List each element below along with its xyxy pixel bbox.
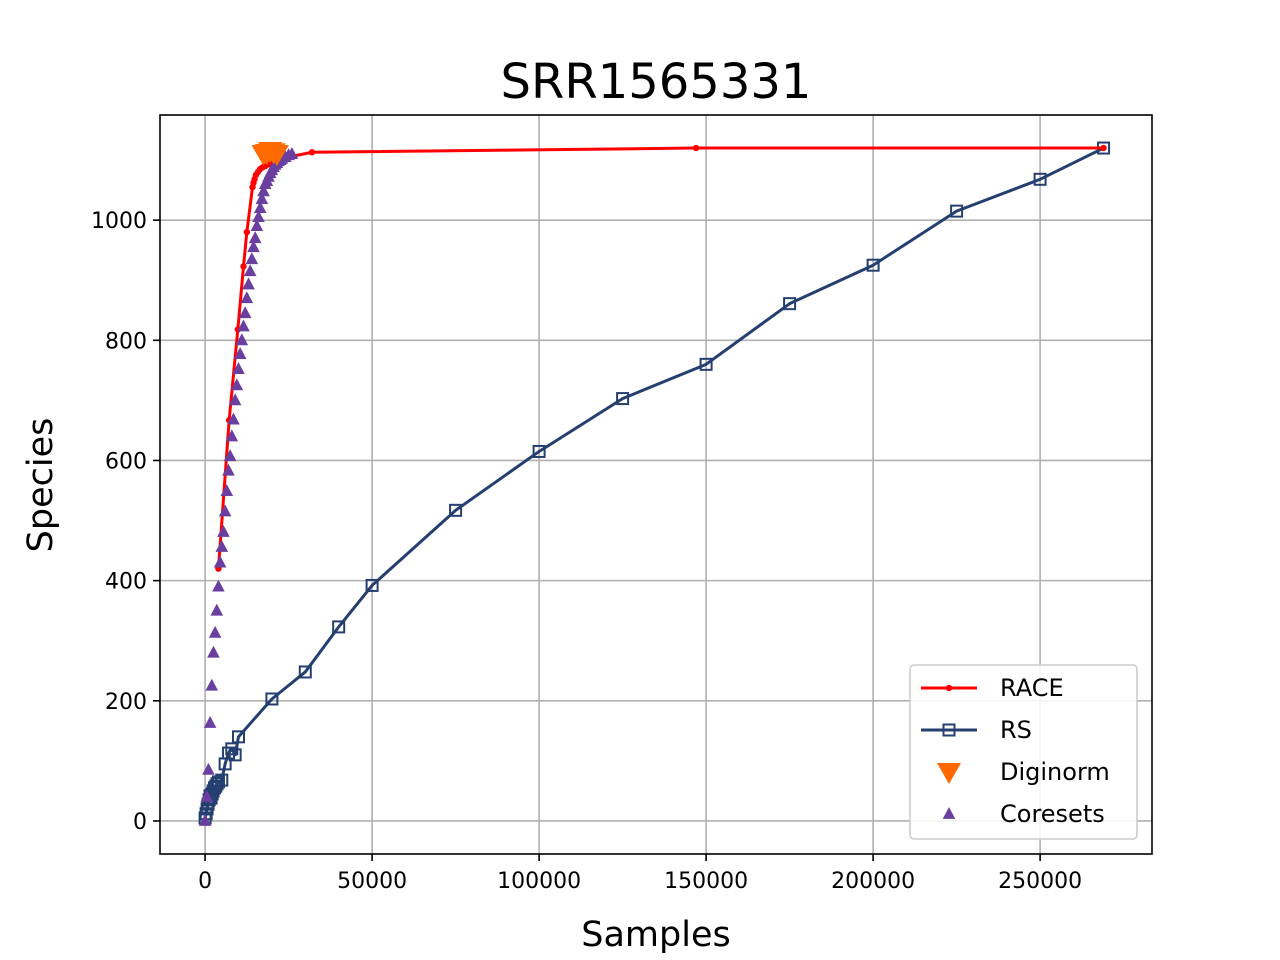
data-point-coresets: [232, 362, 245, 375]
legend-marker: [942, 723, 956, 737]
data-point-rs: [365, 578, 379, 592]
legend-entry-coresets: Coresets: [942, 800, 1105, 828]
legend-entry-rs: RS: [921, 716, 1032, 744]
y-tick-label: 0: [133, 810, 147, 835]
series-rs: [198, 141, 1111, 825]
data-point-coresets: [245, 252, 259, 265]
data-point-coresets: [220, 484, 234, 497]
data-point-coresets: [230, 378, 244, 391]
data-point-coresets: [255, 192, 269, 205]
data-point-rs: [1033, 172, 1047, 186]
data-point-race: [308, 149, 316, 156]
data-point-rs: [211, 775, 225, 789]
data-point-coresets: [248, 231, 262, 244]
legend-marker: [937, 763, 961, 784]
data-point-rs: [221, 746, 235, 760]
legend-box: [909, 664, 1138, 840]
series-coresets: [198, 147, 299, 826]
x-tick-label: 150000: [664, 869, 748, 894]
legend-entry-diginorm: Diginorm: [937, 758, 1110, 786]
legend-entry-race: RACE: [921, 674, 1064, 702]
legend-label: RS: [1000, 716, 1032, 744]
data-point-coresets: [213, 555, 227, 568]
data-point-coresets: [252, 210, 265, 223]
data-point-coresets: [227, 412, 240, 425]
y-axis-label: Species: [21, 418, 61, 553]
data-point-coresets: [202, 762, 215, 775]
series-race: [215, 144, 1107, 572]
data-point-coresets: [225, 429, 239, 442]
data-point-rs: [783, 297, 797, 311]
data-point-coresets: [210, 603, 224, 616]
x-tick-label: 200000: [831, 869, 915, 894]
x-tick-label: 100000: [497, 869, 581, 894]
data-point-coresets: [238, 306, 252, 319]
data-point-rs: [699, 357, 713, 371]
y-tick-label: 400: [105, 570, 147, 595]
data-point-coresets: [223, 449, 237, 462]
data-point-coresets: [217, 524, 230, 537]
grid-lines: [160, 115, 1152, 854]
data-point-coresets: [247, 240, 260, 253]
data-point-race: [240, 263, 247, 270]
data-point-rs: [950, 204, 964, 218]
data-point-coresets: [233, 347, 247, 360]
x-tick-label: 250000: [998, 869, 1082, 894]
data-point-coresets: [222, 463, 235, 476]
data-point-coresets: [253, 201, 267, 214]
series-diginorm: [251, 142, 289, 167]
plot-frame: [159, 114, 1153, 855]
data-point-coresets: [250, 219, 264, 232]
data-point-rs: [215, 773, 229, 787]
data-point-coresets: [242, 277, 255, 290]
legend-label: Diginorm: [1000, 758, 1110, 786]
data-point-coresets: [257, 184, 270, 197]
data-point-rs: [616, 392, 630, 406]
y-tick-label: 600: [105, 449, 147, 474]
data-point-coresets: [243, 264, 257, 277]
data-point-coresets: [215, 539, 229, 552]
x-axis-label: Samples: [581, 915, 730, 955]
y-tick-label: 200: [105, 690, 147, 715]
data-point-rs: [228, 748, 242, 762]
data-point-rs: [532, 444, 546, 458]
axis-ticks: 0 50000 100000 150000 200000 250000 0 200 400 600…: [91, 209, 1082, 894]
data-point-coresets: [237, 319, 250, 332]
data-point-coresets: [207, 645, 220, 658]
y-tick-label: 800: [105, 329, 147, 354]
data-point-coresets: [208, 625, 222, 638]
x-tick-label: 0: [198, 869, 212, 894]
data-point-rs: [231, 730, 245, 744]
data-point-diginorm: [264, 145, 289, 167]
y-tick-label: 1000: [91, 209, 147, 234]
data-point-rs: [866, 258, 880, 272]
legend-label: Coresets: [1000, 800, 1105, 828]
data-point-race: [243, 228, 251, 236]
data-point-rs: [449, 503, 463, 517]
data-point-coresets: [235, 333, 249, 346]
plot-area: [198, 141, 1111, 826]
chart-title: SRR1565331: [501, 54, 812, 110]
data-point-rs: [332, 620, 346, 634]
data-point-rs: [265, 692, 279, 706]
data-point-coresets: [228, 393, 242, 406]
data-point-race: [692, 144, 700, 152]
legend-marker: [945, 684, 953, 692]
data-point-rs: [298, 665, 312, 679]
data-point-coresets: [205, 678, 219, 691]
data-point-race: [1100, 144, 1107, 152]
x-tick-label: 50000: [337, 869, 407, 894]
legend-label: RACE: [1000, 674, 1064, 702]
data-point-coresets: [240, 291, 254, 304]
legend: RACE RS Diginorm Coresets: [909, 664, 1138, 840]
data-point-coresets: [218, 504, 232, 517]
data-point-coresets: [285, 147, 299, 159]
data-point-coresets: [212, 579, 225, 592]
data-point-coresets: [203, 716, 217, 728]
data-point-coresets: [200, 789, 214, 802]
series-line-race: [216, 146, 1104, 569]
data-point-coresets: [198, 813, 212, 826]
legend-marker: [942, 807, 956, 819]
